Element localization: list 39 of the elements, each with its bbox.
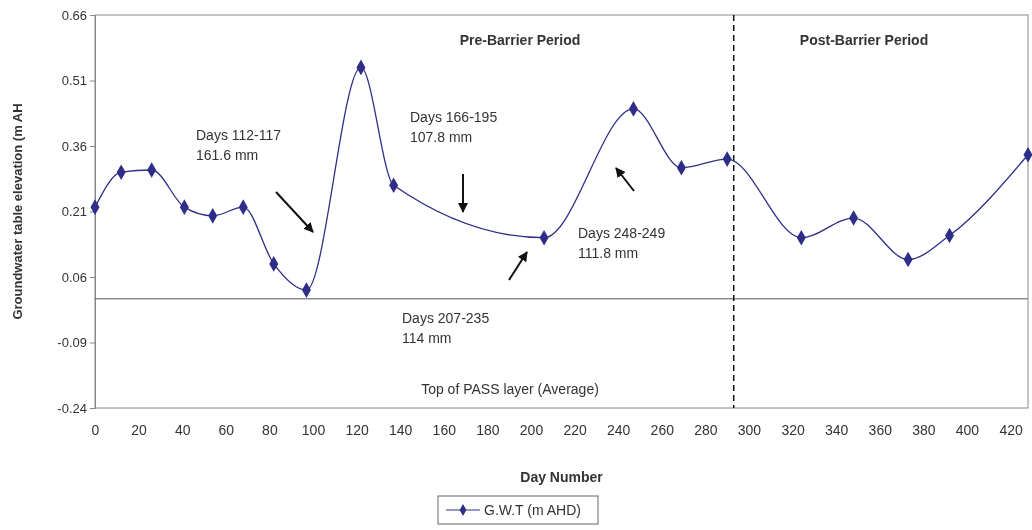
- legend-label: G.W.T (m AHD): [484, 502, 581, 518]
- x-tick-label: 100: [301, 421, 326, 438]
- x-tick-label: 20: [131, 421, 148, 438]
- x-tick-label: 260: [650, 421, 675, 438]
- x-tick-label: 380: [912, 421, 936, 438]
- annotation: Pre-Barrier Period: [459, 32, 581, 48]
- x-tick-label: 320: [781, 421, 805, 438]
- y-tick-label: 0.66: [61, 7, 87, 23]
- x-tick-label: 340: [824, 421, 849, 438]
- x-tick-label: 400: [955, 421, 980, 438]
- annotation: Days 166-195 107.8 mm: [410, 109, 498, 145]
- x-tick-label: 420: [999, 421, 1023, 438]
- x-tick-label: 360: [868, 421, 893, 438]
- x-tick-label: 220: [563, 421, 587, 438]
- annotation: Post-Barrier Period: [799, 32, 929, 48]
- y-tick-label: -0.09: [57, 335, 87, 351]
- x-tick-label: 160: [432, 421, 457, 438]
- y-tick-label: 0.21: [61, 204, 87, 220]
- x-tick-label: 0: [91, 421, 100, 438]
- annotation: Days 207-235 114 mm: [402, 310, 490, 346]
- y-axis-title: Groundwater table elevation (m AH: [10, 103, 25, 320]
- x-tick-label: 80: [262, 421, 278, 438]
- y-tick-label: 0.51: [61, 73, 87, 89]
- annotation: Days 248-249 111.8 mm: [578, 225, 666, 261]
- ref-line-label: Top of PASS layer (Average): [421, 381, 599, 397]
- annotation: Days 112-117 161.6 mm: [196, 127, 282, 163]
- x-tick-label: 240: [607, 421, 631, 438]
- x-tick-label: 60: [218, 421, 235, 438]
- x-tick-label: 180: [476, 421, 500, 438]
- x-tick-label: 120: [345, 421, 369, 438]
- x-tick-label: 200: [519, 421, 544, 438]
- x-tick-label: 140: [389, 421, 413, 438]
- y-tick-label: 0.36: [61, 138, 87, 154]
- x-tick-label: 40: [174, 421, 191, 438]
- x-tick-label: 280: [694, 421, 718, 438]
- y-tick-label: 0.06: [61, 269, 87, 285]
- y-tick-label: -0.24: [57, 400, 87, 416]
- x-tick-label: 300: [737, 421, 762, 438]
- x-axis-title: Day Number: [520, 469, 604, 485]
